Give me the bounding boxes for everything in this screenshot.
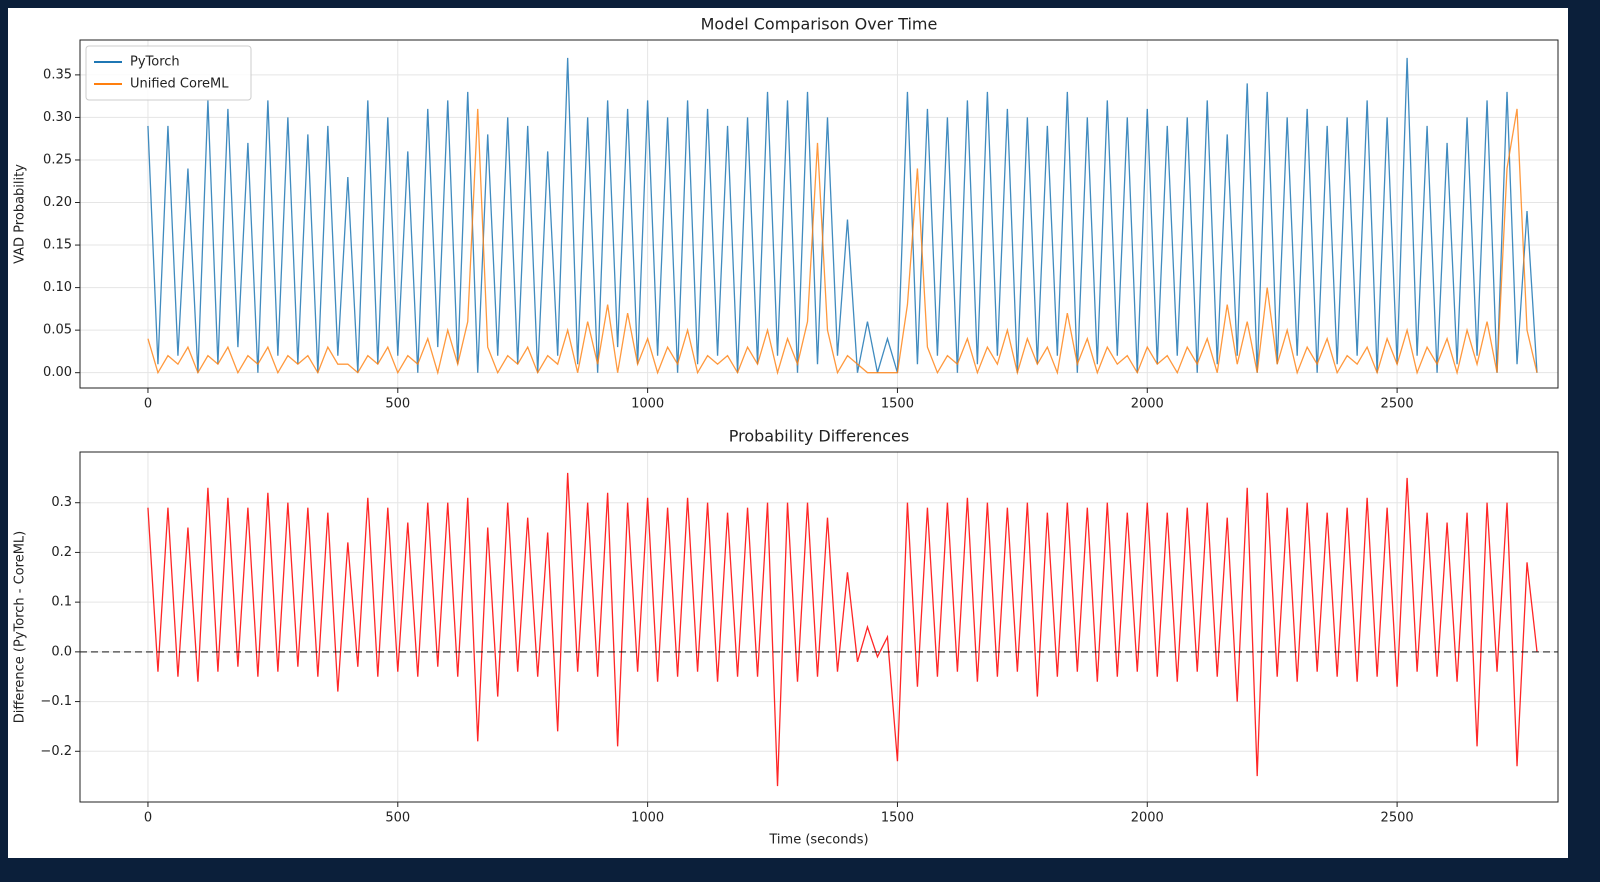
chart-title: Model Comparison Over Time [701, 15, 938, 34]
series-line [147, 472, 1538, 787]
x-tick-label: 2000 [1131, 397, 1164, 412]
x-tick-label: 2000 [1131, 811, 1164, 826]
figure [8, 8, 1568, 858]
series-line [147, 57, 1538, 373]
y-tick-label: −0.1 [40, 694, 72, 709]
plot-frame [79, 39, 1559, 389]
y-axis-label: Difference (PyTorch - CoreML) [13, 531, 28, 723]
plot-frame [79, 451, 1559, 803]
y-axis-label: VAD Probability [13, 164, 28, 264]
x-tick-label: 500 [385, 397, 410, 412]
x-tick-label: 2500 [1381, 811, 1414, 826]
x-tick-label: 1500 [881, 811, 914, 826]
y-tick-label: 0.30 [43, 110, 72, 125]
y-tick-label: 0.15 [43, 238, 72, 253]
y-tick-label: 0.0 [51, 644, 72, 659]
series-line [147, 108, 1538, 376]
x-tick-label: 0 [144, 397, 152, 412]
legend-box [85, 45, 252, 101]
x-axis-label: Time (seconds) [768, 833, 868, 848]
x-tick-label: 1000 [631, 397, 664, 412]
y-tick-label: −0.2 [40, 744, 72, 759]
y-tick-label: 0.35 [43, 67, 72, 82]
y-tick-label: 0.20 [43, 195, 72, 210]
y-tick-label: 0.25 [43, 152, 72, 167]
x-tick-label: 500 [385, 811, 410, 826]
y-tick-label: 0.10 [43, 280, 72, 295]
y-tick-label: 0.2 [51, 545, 72, 560]
legend-label: Unified CoreML [130, 77, 229, 92]
legend-label: PyTorch [130, 55, 180, 70]
y-tick-label: 0.05 [43, 323, 72, 338]
y-tick-label: 0.1 [51, 595, 72, 610]
x-tick-label: 2500 [1381, 397, 1414, 412]
y-tick-label: 0.00 [43, 365, 72, 380]
x-tick-label: 0 [144, 811, 152, 826]
y-tick-label: 0.3 [51, 495, 72, 510]
x-tick-label: 1500 [881, 397, 914, 412]
chart-title: Probability Differences [729, 427, 909, 446]
x-tick-label: 1000 [631, 811, 664, 826]
